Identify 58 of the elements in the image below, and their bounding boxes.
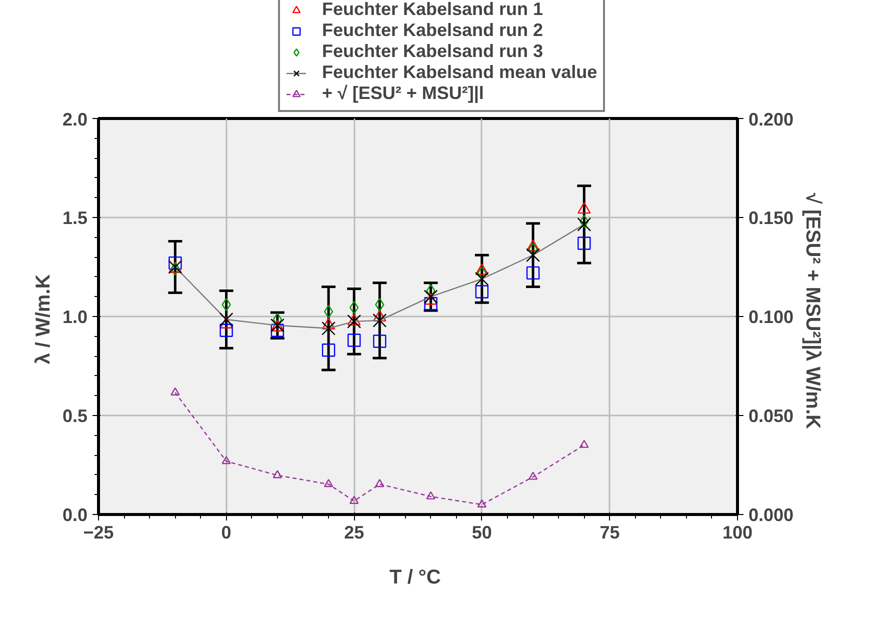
point xyxy=(526,248,540,262)
point xyxy=(322,344,336,357)
point xyxy=(426,491,436,500)
legend-label: Feuchter Kabelsand run 3 xyxy=(322,41,544,62)
x-tick-label: −25 xyxy=(83,522,114,542)
point xyxy=(272,312,282,326)
y-tick-label: 2.0 xyxy=(62,110,88,130)
point xyxy=(170,387,180,396)
point xyxy=(474,272,489,286)
point xyxy=(373,334,386,348)
point xyxy=(475,285,488,298)
point xyxy=(222,298,231,312)
point xyxy=(528,472,538,480)
point xyxy=(375,298,384,312)
point xyxy=(272,470,282,478)
y2-tick-label: 0.150 xyxy=(748,208,794,228)
legend-label: Feuchter Kabelsand mean value xyxy=(322,62,598,83)
point xyxy=(168,256,182,270)
legend-label: Feuchter Kabelsand run 2 xyxy=(322,20,544,41)
y2-tick-label: 0.000 xyxy=(748,505,794,525)
point xyxy=(348,334,361,347)
point xyxy=(424,290,438,304)
legend-label: Feuchter Kabelsand run 1 xyxy=(322,0,544,20)
point xyxy=(578,236,591,250)
x-tick-label: 0 xyxy=(221,522,232,542)
point xyxy=(372,313,387,328)
point xyxy=(375,478,384,488)
y-axis-title: λ / W/m.K xyxy=(32,274,54,364)
x-tick-label: 25 xyxy=(344,522,364,542)
y2-tick-label: 0.050 xyxy=(748,406,794,426)
point xyxy=(580,440,589,448)
point xyxy=(324,478,334,488)
y2-axis-title: √ [ESU² + MSU²]|λ W/m.K xyxy=(802,192,824,430)
y-tick-label: 0.0 xyxy=(62,505,88,525)
point xyxy=(528,242,538,256)
point xyxy=(526,266,540,280)
x-axis-title: T / °C xyxy=(390,566,441,588)
point xyxy=(477,499,486,508)
y2-tick-label: 0.200 xyxy=(748,110,794,130)
point xyxy=(424,297,438,310)
x-tick-label: 50 xyxy=(472,522,492,542)
point xyxy=(322,321,336,336)
y-tick-label: 1.5 xyxy=(62,208,88,228)
point xyxy=(347,314,362,328)
point xyxy=(577,217,592,232)
point xyxy=(219,312,234,326)
y2-tick-label: 0.100 xyxy=(748,307,794,327)
point xyxy=(222,456,231,464)
y-tick-label: 1.0 xyxy=(62,307,88,327)
point xyxy=(350,496,359,504)
point xyxy=(220,324,233,337)
legend-label: + √ [ESU² + MSU²]|l xyxy=(322,83,484,104)
point xyxy=(426,284,436,298)
x-tick-label: 75 xyxy=(600,522,620,542)
y-tick-label: 0.5 xyxy=(62,406,88,426)
x-tick-label: 100 xyxy=(722,522,753,542)
point xyxy=(324,304,334,318)
point xyxy=(270,324,284,337)
